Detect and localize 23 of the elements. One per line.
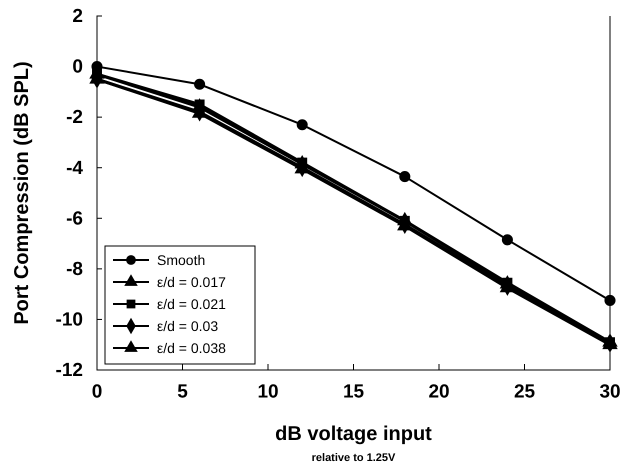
legend-label: ε/d = 0.017 xyxy=(157,274,226,290)
legend-label: ε/d = 0.03 xyxy=(157,318,218,334)
x-tick-label: 15 xyxy=(342,381,364,402)
x-axis-title: dB voltage input xyxy=(275,423,432,445)
text: relative to 1.25V xyxy=(312,452,396,464)
y-tick-label: -12 xyxy=(56,360,83,382)
x-tick-label: 5 xyxy=(177,381,188,402)
y-tick-label: -2 xyxy=(66,107,83,128)
y-axis-title: Port Compression (dB SPL) xyxy=(11,61,33,325)
x-tick-label: 30 xyxy=(599,381,621,402)
y-tick-label: -6 xyxy=(66,208,83,230)
y-tick-label: -4 xyxy=(66,158,84,179)
x-tick-label: 25 xyxy=(514,381,536,402)
y-tick-label: -8 xyxy=(66,258,83,280)
legend-label: ε/d = 0.021 xyxy=(157,296,226,312)
x-tick-label: 10 xyxy=(257,381,279,402)
y-tick-label: 2 xyxy=(72,6,83,28)
legend-label: Smooth xyxy=(157,252,206,268)
x-tick-label: 20 xyxy=(428,381,450,402)
legend-label: ε/d = 0.038 xyxy=(157,340,226,356)
y-tick-label: 0 xyxy=(72,56,83,78)
x-tick-label: 0 xyxy=(92,381,102,402)
y-tick-label: -10 xyxy=(56,310,83,331)
